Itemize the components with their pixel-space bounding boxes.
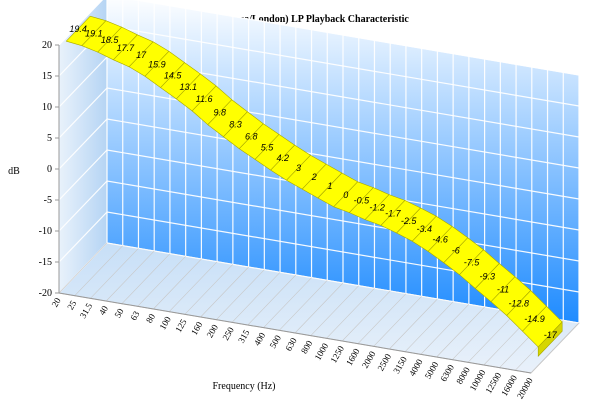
data-label-13: 4.2 xyxy=(276,153,289,163)
x-tick-label-12: 315 xyxy=(236,328,252,345)
gridline-side-5 xyxy=(58,149,108,201)
floor-gridline-2 xyxy=(90,248,139,299)
y-tick-label: 0 xyxy=(47,164,52,175)
floor-gridline-16 xyxy=(310,285,359,336)
gridline-side-2 xyxy=(58,56,108,108)
floor-gridline-24 xyxy=(436,306,485,358)
y-tick-label: 10 xyxy=(42,102,52,113)
x-tick-label-8: 125 xyxy=(173,317,189,334)
x-tick-label-11: 250 xyxy=(220,325,236,342)
data-label-27: -11 xyxy=(497,285,509,295)
data-label-28: -12.8 xyxy=(508,299,529,309)
data-label-14: 3 xyxy=(296,163,301,173)
data-label-8: 11.6 xyxy=(196,94,213,104)
floor-gridline-10 xyxy=(216,269,265,320)
gridline-side-0 xyxy=(58,0,104,46)
data-label-30: -17 xyxy=(544,330,558,340)
x-tick-label-7: 100 xyxy=(157,314,173,331)
gridline-side-6 xyxy=(58,180,108,232)
data-label-5: 15.9 xyxy=(148,59,166,69)
floor-gridline-15 xyxy=(294,282,344,334)
x-axis-line xyxy=(58,292,532,374)
x-tick-label-15: 630 xyxy=(283,336,299,353)
floor-gridline-1 xyxy=(74,245,123,296)
floor-gridline-4 xyxy=(121,253,171,304)
floor-gridline-14 xyxy=(279,280,328,331)
data-label-16: 1 xyxy=(327,181,332,191)
data-label-2: 18.5 xyxy=(101,35,120,45)
data-label-19: -1.2 xyxy=(369,203,385,213)
data-label-7: 13.1 xyxy=(180,82,198,92)
floor-gridline-26 xyxy=(467,312,517,363)
data-label-15: 2 xyxy=(311,172,317,182)
floor-gridline-5 xyxy=(137,256,186,307)
floor-gridline-11 xyxy=(231,272,281,323)
y-tick-label: -15 xyxy=(39,257,52,268)
x-tick-label-5: 63 xyxy=(128,309,141,322)
gridline-side-7 xyxy=(58,211,108,263)
floor-gridline-21 xyxy=(389,298,438,350)
floor-gridline-3 xyxy=(105,250,155,302)
gridline-side-3 xyxy=(58,87,108,139)
floor-gridline-9 xyxy=(200,266,249,318)
x-tick-label-4: 50 xyxy=(112,306,125,319)
floor-gridline-23 xyxy=(420,304,470,355)
floor-gridline-6 xyxy=(153,258,202,310)
floor-gridline-17 xyxy=(326,288,375,339)
data-label-25: -7.5 xyxy=(464,258,481,268)
data-label-26: -9.3 xyxy=(480,272,496,282)
data-label-4: 17 xyxy=(136,50,147,60)
floor-gridline-25 xyxy=(452,309,501,360)
data-label-3: 17.7 xyxy=(117,43,136,53)
gridline-side-4 xyxy=(58,118,108,170)
y-tick-label: -5 xyxy=(44,195,52,206)
y-tick-label: -10 xyxy=(39,226,52,237)
data-label-6: 14.5 xyxy=(164,71,183,81)
data-label-12: 5.5 xyxy=(261,142,275,152)
plot-area: 20151050-5-10-15-2019.419.118.517.71715.… xyxy=(39,0,581,400)
floor-gridline-19 xyxy=(357,293,407,344)
y-tick-label: -20 xyxy=(39,288,52,299)
x-axis-label: Frequency (Hz) xyxy=(212,381,275,392)
floor-gridline-12 xyxy=(247,274,297,326)
data-label-22: -3.4 xyxy=(417,224,433,234)
data-label-10: 8.3 xyxy=(229,120,242,130)
floor-gridline-22 xyxy=(404,301,454,352)
chart-title: FFRR (Decca/London) LP Playback Characte… xyxy=(191,14,409,25)
x-tick-label-9: 160 xyxy=(189,320,205,337)
x-tick-label-10: 200 xyxy=(205,322,221,339)
data-label-29: -14.9 xyxy=(524,314,545,324)
data-label-18: -0.5 xyxy=(354,196,371,206)
data-label-21: -2.5 xyxy=(401,216,418,226)
y-axis-label: dB xyxy=(8,166,20,177)
x-tick-label-16: 800 xyxy=(299,338,315,355)
data-label-0: 19.4 xyxy=(69,24,87,34)
x-tick-label-1: 25 xyxy=(65,298,78,311)
x-tick-label-14: 500 xyxy=(268,333,284,350)
data-label-9: 9.8 xyxy=(214,108,227,118)
data-label-1: 19.1 xyxy=(85,29,103,39)
x-tick-label-6: 80 xyxy=(144,312,157,325)
data-label-23: -4.6 xyxy=(432,234,448,244)
floor-gridline-30 xyxy=(530,322,580,374)
y-tick-label: 15 xyxy=(42,71,52,82)
y-tick-label: 5 xyxy=(47,133,52,144)
x-tick-label-3: 40 xyxy=(97,304,110,317)
data-label-20: -1.7 xyxy=(385,208,402,218)
y-tick-label: 20 xyxy=(42,40,52,51)
floor-gridline-8 xyxy=(184,264,234,315)
data-label-11: 6.8 xyxy=(245,132,258,142)
floor-gridline-0 xyxy=(58,242,108,294)
data-label-17: 0 xyxy=(343,190,348,200)
x-tick-label-2: 31.5 xyxy=(78,301,95,320)
floor-gridline-13 xyxy=(263,277,312,328)
ribbon-end-face xyxy=(537,321,563,357)
floor-gridline-7 xyxy=(168,261,218,312)
x-tick-label-13: 400 xyxy=(252,330,268,347)
floor-gridline-18 xyxy=(341,290,391,342)
data-label-24: -6 xyxy=(452,246,460,256)
floor-gridline-20 xyxy=(373,296,422,347)
